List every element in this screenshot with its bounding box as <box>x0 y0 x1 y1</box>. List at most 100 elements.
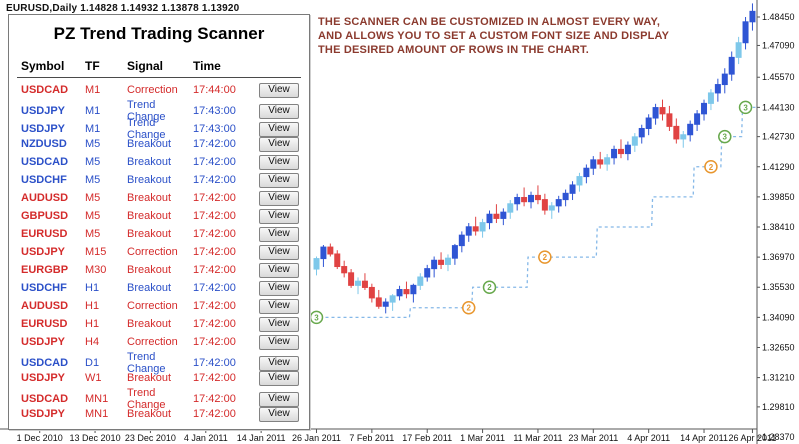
svg-text:1.44130: 1.44130 <box>762 102 795 112</box>
row-time: 17:43:00 <box>193 105 236 117</box>
row-tf: MN1 <box>85 393 109 405</box>
row-time: 17:42:00 <box>193 282 236 294</box>
scanner-row: USDCHF H1 Breakout 17:42:00 View <box>9 279 309 297</box>
svg-text:4 Apr 2011: 4 Apr 2011 <box>627 433 670 443</box>
row-signal: Correction <box>127 84 178 96</box>
row-symbol: EURUSD <box>21 228 68 240</box>
view-button[interactable]: View <box>259 316 299 332</box>
row-time: 17:42:00 <box>193 174 236 186</box>
row-time: 17:42:00 <box>193 318 236 330</box>
panel-title: PZ Trend Trading Scanner <box>53 24 265 43</box>
scanner-row: USDCAD D1 Trend Change 17:42:00 View <box>9 351 309 375</box>
time-axis: 1 Dec 2010 13 Dec 2010 23 Dec 2010 4 Jan 20… <box>17 429 776 443</box>
view-button[interactable]: View <box>259 391 299 407</box>
view-button[interactable]: View <box>259 82 299 98</box>
row-signal: Breakout <box>127 282 172 294</box>
scanner-row: USDJPY M1 Trend Change 17:43:00 View <box>9 99 309 123</box>
row-symbol: USDJPY <box>21 105 66 117</box>
row-symbol: EURUSD <box>21 318 68 330</box>
svg-text:1.31210: 1.31210 <box>762 373 795 383</box>
svg-text:1.35530: 1.35530 <box>762 282 795 292</box>
row-tf: M5 <box>85 210 101 222</box>
svg-text:26 Jan 2011: 26 Jan 2011 <box>292 433 341 443</box>
candles-layer <box>313 3 756 314</box>
row-tf: H1 <box>85 300 100 312</box>
view-button[interactable]: View <box>259 136 299 152</box>
row-tf: M1 <box>85 84 101 96</box>
scanner-panel: PZ Trend Trading Scanner Symbol TF Signa… <box>8 14 310 430</box>
view-button[interactable]: View <box>259 172 299 188</box>
row-time: 17:42:00 <box>193 264 236 276</box>
row-symbol: USDCAD <box>21 393 69 405</box>
row-time: 17:42:00 <box>193 246 236 258</box>
scanner-row: AUDUSD M5 Breakout 17:42:00 View <box>9 189 309 207</box>
row-tf: M1 <box>85 123 101 135</box>
view-button[interactable]: View <box>259 280 299 296</box>
row-tf: M15 <box>85 246 107 258</box>
row-time: 17:42:00 <box>193 210 236 222</box>
scanner-row: AUDUSD H1 Correction 17:42:00 View <box>9 297 309 315</box>
row-time: 17:42:00 <box>193 192 236 204</box>
row-symbol: USDCHF <box>21 174 67 186</box>
row-signal: Breakout <box>127 138 172 150</box>
svg-text:4 Jan 2011: 4 Jan 2011 <box>184 433 228 443</box>
scanner-row: USDJPY M1 Trend Change 17:43:00 View <box>9 117 309 141</box>
svg-text:2: 2 <box>487 283 492 292</box>
row-time: 17:44:00 <box>193 84 236 96</box>
table-header: Symbol TF Signal Time <box>9 57 309 75</box>
view-button[interactable]: View <box>259 298 299 314</box>
row-tf: M5 <box>85 192 101 204</box>
quote-line: EURUSD,Daily 1.14828 1.14932 1.13878 1.1… <box>6 3 240 14</box>
view-button[interactable]: View <box>259 262 299 278</box>
row-signal: Breakout <box>127 156 172 168</box>
view-button[interactable]: View <box>259 103 299 119</box>
row-symbol: USDJPY <box>21 372 66 384</box>
svg-text:1.34090: 1.34090 <box>762 312 795 322</box>
scanner-row: USDJPY MN1 Breakout 17:42:00 View <box>9 405 309 423</box>
svg-text:3: 3 <box>723 133 728 142</box>
view-button[interactable]: View <box>259 355 299 371</box>
svg-text:11 Mar 2011: 11 Mar 2011 <box>513 433 562 443</box>
view-button[interactable]: View <box>259 334 299 350</box>
row-time: 17:42:00 <box>193 300 236 312</box>
row-signal: Trend Change <box>127 117 166 141</box>
svg-text:1.28370: 1.28370 <box>762 432 795 442</box>
annotation-line-2: AND ALLOWS YOU TO SET A CUSTOM FONT SIZE… <box>318 30 670 42</box>
view-button[interactable]: View <box>259 154 299 170</box>
scanner-row: NZDUSD M5 Breakout 17:42:00 View <box>9 135 309 153</box>
row-signal: Breakout <box>127 408 172 420</box>
scanner-row: USDJPY H4 Correction 17:42:00 View <box>9 333 309 351</box>
row-time: 17:42:00 <box>193 156 236 168</box>
view-button[interactable]: View <box>259 226 299 242</box>
view-button[interactable]: View <box>259 244 299 260</box>
row-signal: Breakout <box>127 264 172 276</box>
scanner-row: USDCAD MN1 Trend Change 17:42:00 View <box>9 387 309 411</box>
view-button[interactable]: View <box>259 370 299 386</box>
row-time: 17:42:00 <box>193 357 236 369</box>
svg-text:1.42730: 1.42730 <box>762 132 795 142</box>
view-button[interactable]: View <box>259 190 299 206</box>
row-symbol: NZDUSD <box>21 138 67 150</box>
scanner-rows: USDCAD M1 Correction 17:44:00 View USDJPY M1 Tr… <box>9 81 309 423</box>
svg-text:17 Feb 2011: 17 Feb 2011 <box>402 433 452 443</box>
svg-text:14 Apr 2011: 14 Apr 2011 <box>680 433 728 443</box>
row-tf: M1 <box>85 105 101 117</box>
view-button[interactable]: View <box>259 208 299 224</box>
svg-text:1 Mar 2011: 1 Mar 2011 <box>460 433 505 443</box>
scanner-row: USDJPY W1 Breakout 17:42:00 View <box>9 369 309 387</box>
svg-text:7 Feb 2011: 7 Feb 2011 <box>349 433 394 443</box>
scanner-row: USDCAD M1 Correction 17:44:00 View <box>9 81 309 99</box>
svg-text:23 Dec 2010: 23 Dec 2010 <box>125 433 176 443</box>
view-button[interactable]: View <box>259 406 299 422</box>
row-symbol: USDCAD <box>21 156 69 168</box>
svg-text:1.36970: 1.36970 <box>762 252 795 262</box>
svg-text:23 Mar 2011: 23 Mar 2011 <box>568 433 618 443</box>
annotation-line-1: THE SCANNER CAN BE CUSTOMIZED IN ALMOST … <box>318 16 661 28</box>
row-tf: H1 <box>85 318 100 330</box>
row-symbol: USDJPY <box>21 123 66 135</box>
view-button[interactable]: View <box>259 121 299 137</box>
row-symbol: USDCHF <box>21 282 67 294</box>
row-symbol: GBPUSD <box>21 210 69 222</box>
row-tf: M5 <box>85 138 101 150</box>
